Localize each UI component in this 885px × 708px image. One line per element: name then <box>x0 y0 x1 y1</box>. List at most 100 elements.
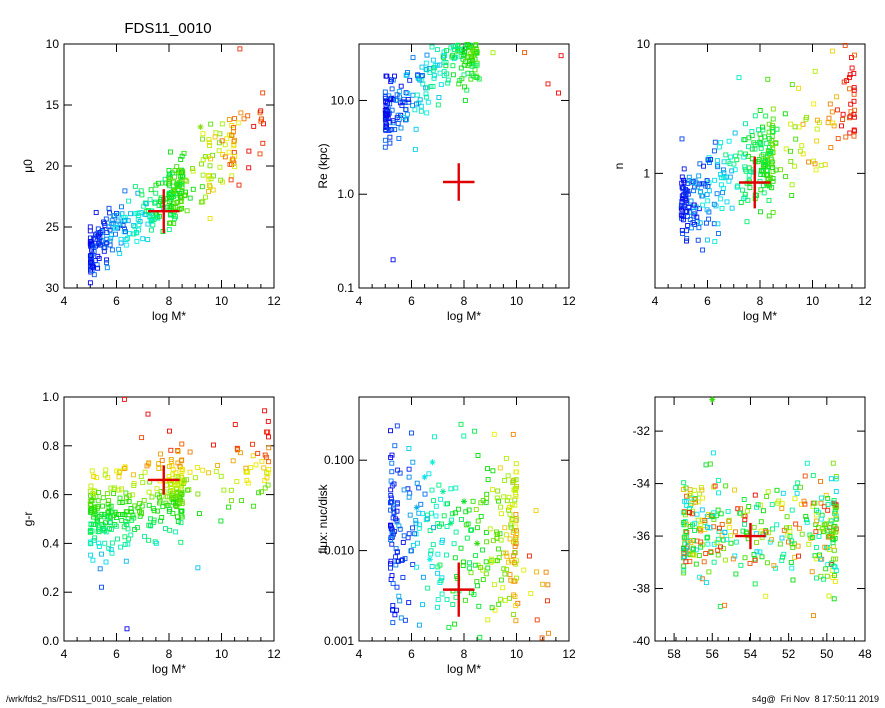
data-point <box>206 182 212 188</box>
data-point <box>558 53 564 59</box>
data-point <box>237 450 243 456</box>
data-point <box>407 77 413 83</box>
figure-title: FDS11_0010 <box>124 20 211 37</box>
data-point <box>475 518 481 524</box>
data-point <box>803 513 809 519</box>
star-marker <box>474 540 481 547</box>
data-point <box>814 126 820 132</box>
data-point <box>742 194 748 200</box>
data-point <box>712 483 718 489</box>
data-point <box>704 535 710 541</box>
data-point <box>512 550 518 556</box>
data-point <box>190 168 196 174</box>
data-point <box>779 535 785 541</box>
y-tick-label: 0.4 <box>42 536 59 550</box>
data-point <box>207 216 213 221</box>
data-point <box>705 157 711 163</box>
data-point <box>390 118 396 124</box>
data-point <box>742 191 748 197</box>
data-point <box>508 558 514 564</box>
y-tick-label: 0.0 <box>42 634 59 648</box>
data-point <box>117 251 123 257</box>
data-point <box>760 124 765 130</box>
panel-n: 4 6 8 10 12 1 10 log M* n <box>612 37 872 323</box>
data-point <box>159 457 165 463</box>
data-point <box>87 224 93 230</box>
data-point <box>187 449 193 455</box>
data-point <box>757 209 763 215</box>
data-point <box>158 451 163 457</box>
data-point <box>452 621 458 627</box>
data-point <box>218 473 224 479</box>
data-point <box>832 572 837 578</box>
data-point <box>167 212 173 218</box>
data-point <box>435 564 441 570</box>
data-point <box>514 532 519 538</box>
data-point <box>175 483 181 489</box>
data-point <box>462 597 468 603</box>
data-point <box>87 527 93 533</box>
data-point <box>178 508 184 514</box>
y-tick-label: 0.100 <box>324 453 354 467</box>
data-point <box>819 495 825 501</box>
data-point <box>179 514 185 520</box>
data-point <box>458 65 464 71</box>
data-point <box>681 166 687 172</box>
data-point <box>119 204 124 210</box>
data-point <box>770 178 776 184</box>
data-point <box>507 536 513 542</box>
data-point <box>680 231 686 237</box>
data-point <box>741 137 747 143</box>
data-point <box>387 134 393 140</box>
panel-pos: 58 56 54 52 50 48 -40 -38 -36 -34 -32 <box>633 396 872 661</box>
data-point <box>715 552 721 558</box>
data-point <box>831 596 837 602</box>
data-point <box>500 585 506 591</box>
data-point <box>533 508 539 514</box>
data-point <box>468 527 474 533</box>
data-point <box>200 467 206 473</box>
data-point <box>741 154 747 160</box>
data-point <box>175 489 181 495</box>
data-point <box>770 176 776 181</box>
data-point <box>262 485 268 491</box>
data-point <box>470 73 476 79</box>
data-point <box>425 585 431 591</box>
data-point <box>156 461 162 467</box>
data-point <box>420 511 426 517</box>
data-point <box>467 61 473 67</box>
data-point <box>472 428 478 434</box>
data-point <box>413 520 419 526</box>
data-point <box>102 221 107 227</box>
data-point <box>216 148 222 154</box>
data-point <box>502 477 508 483</box>
data-point <box>260 140 266 146</box>
data-point <box>818 573 824 579</box>
data-point <box>222 142 228 148</box>
data-point <box>749 133 755 139</box>
data-point <box>145 411 151 417</box>
data-point <box>812 161 818 167</box>
data-point <box>505 473 511 479</box>
data-point <box>761 190 767 196</box>
data-point <box>763 113 769 119</box>
data-point <box>810 535 815 540</box>
data-point <box>789 193 795 198</box>
data-point <box>419 64 425 70</box>
data-point <box>444 524 450 529</box>
data-point <box>198 199 204 205</box>
data-point <box>159 493 165 499</box>
data-point <box>842 42 848 48</box>
data-point <box>722 530 728 535</box>
data-point <box>146 537 152 543</box>
data-point <box>382 137 388 143</box>
data-point <box>498 504 503 510</box>
data-point <box>691 202 697 208</box>
data-point <box>394 519 400 525</box>
data-point <box>840 111 846 117</box>
data-point <box>513 493 519 499</box>
data-point <box>724 199 730 205</box>
data-point <box>487 526 493 532</box>
data-point <box>432 434 437 440</box>
data-point <box>761 164 767 170</box>
